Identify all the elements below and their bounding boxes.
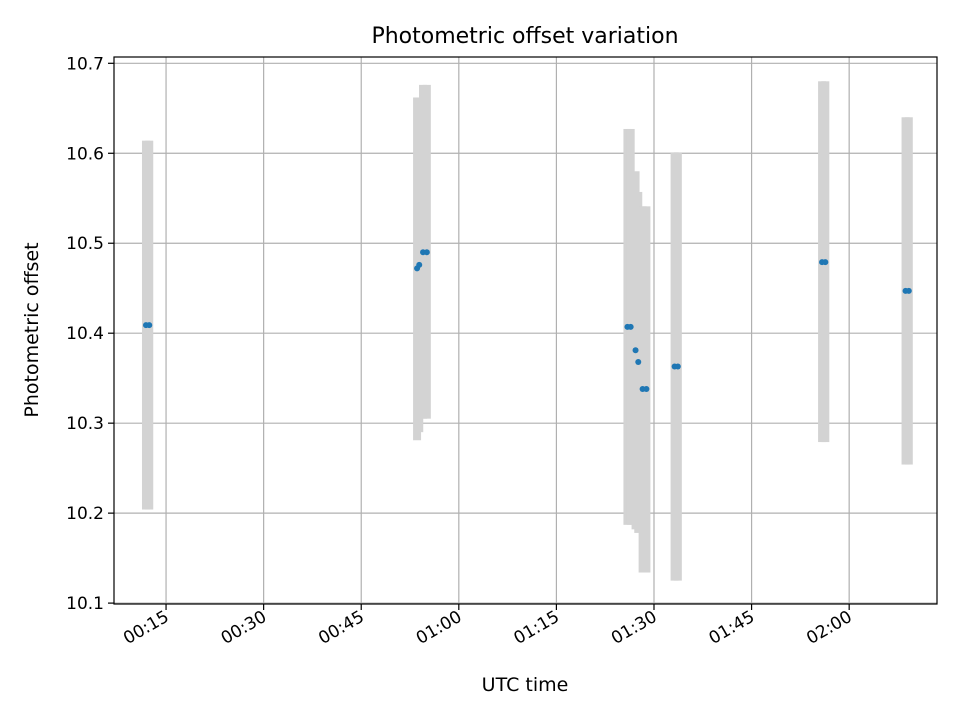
x-tick-label: 01:15	[510, 607, 562, 649]
x-axis-label: UTC time	[482, 674, 569, 696]
error-bars	[141, 81, 913, 581]
x-tick-label: 02:00	[803, 607, 855, 649]
plot-frame	[113, 56, 938, 605]
data-point	[905, 287, 912, 294]
grid-lines	[114, 57, 937, 604]
x-tick-label: 00:15	[120, 607, 172, 649]
data-point	[146, 322, 153, 329]
x-tick-label: 00:45	[315, 607, 367, 649]
y-axis-ticks: 10.1 10.2 10.3 10.4 10.5 10.6 10.7	[66, 54, 114, 614]
x-axis-ticks: 00:15 00:30 00:45 01:00 01:15 01:30 01:45 02:00	[120, 604, 856, 649]
x-tick-label: 00:30	[218, 607, 270, 649]
x-tick-label: 01:00	[413, 607, 465, 649]
data-point	[632, 347, 639, 354]
data-point	[635, 358, 642, 365]
y-axis-label: Photometric offset	[21, 242, 43, 417]
chart-title: Photometric offset variation	[371, 24, 678, 49]
data-points	[142, 249, 912, 392]
data-point	[643, 385, 650, 392]
y-tick-label: 10.6	[66, 144, 104, 164]
data-point	[674, 363, 681, 370]
y-tick-label: 10.3	[66, 414, 104, 434]
data-point	[822, 259, 829, 266]
x-tick-label: 01:30	[608, 607, 660, 649]
data-point	[627, 323, 634, 330]
x-tick-label: 01:45	[706, 607, 758, 649]
y-tick-label: 10.5	[66, 234, 104, 254]
data-point	[416, 261, 423, 268]
y-tick-label: 10.2	[66, 504, 104, 524]
y-tick-label: 10.4	[66, 324, 104, 344]
y-tick-label: 10.1	[66, 594, 104, 614]
y-tick-label: 10.7	[66, 54, 104, 74]
data-point	[423, 249, 430, 256]
